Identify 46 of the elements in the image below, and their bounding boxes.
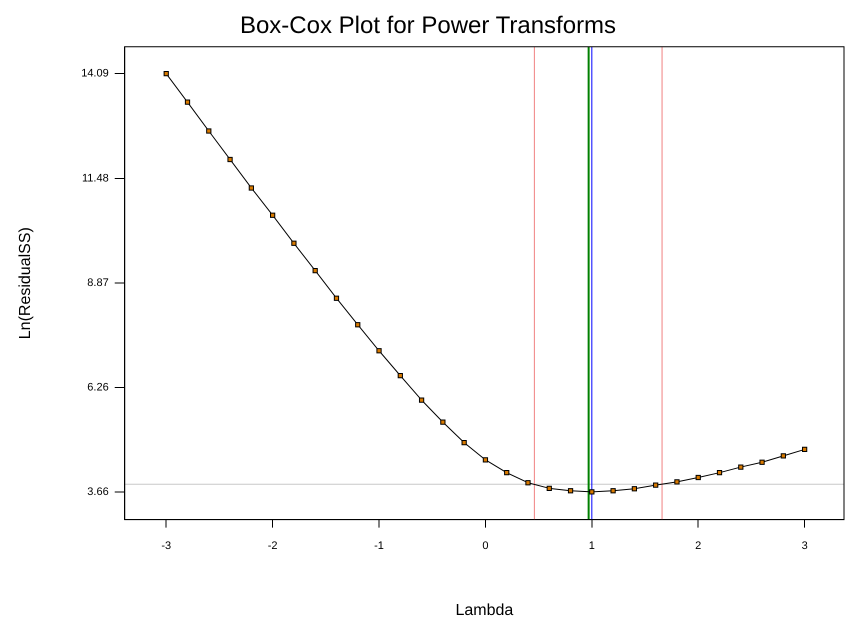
point [589, 489, 594, 495]
point [227, 156, 233, 162]
point [780, 453, 786, 458]
point [270, 212, 276, 218]
point [440, 420, 446, 425]
y-tick-label: 14.09 [81, 68, 109, 80]
point [312, 268, 318, 274]
point [462, 440, 467, 446]
point [802, 446, 808, 452]
point [184, 100, 190, 105]
point [525, 480, 531, 486]
chart-title: Box-Cox Plot for Power Transforms [240, 12, 616, 40]
y-axis-title: Ln(ResidualSS) [17, 227, 34, 340]
point [716, 470, 722, 476]
point [504, 470, 510, 476]
y-tick-label: 8.87 [87, 277, 109, 290]
point [696, 474, 701, 480]
x-tick-label: 2 [695, 540, 702, 552]
point [418, 397, 424, 403]
x-tick-label: -2 [268, 540, 278, 552]
point [164, 71, 169, 76]
y-tick-label: 6.26 [87, 382, 109, 394]
point [206, 128, 212, 134]
point [355, 322, 360, 328]
y-tick-label: 3.66 [87, 486, 109, 498]
point [568, 488, 574, 494]
point [546, 486, 552, 491]
point [376, 348, 382, 354]
x-tick-label: 0 [482, 540, 488, 552]
point [398, 373, 403, 378]
x-tick-label: -1 [374, 540, 384, 552]
x-tick-label: 1 [588, 540, 595, 552]
point [248, 185, 254, 191]
x-tick-label: -3 [161, 540, 172, 552]
point [653, 482, 658, 488]
point [632, 486, 638, 492]
y-tick-label: 11.48 [82, 172, 109, 184]
point [674, 479, 680, 485]
point [482, 457, 488, 462]
point [610, 488, 616, 494]
point [334, 296, 340, 301]
x-axis-title: Lambda [455, 602, 514, 619]
point [738, 464, 744, 470]
x-tick-label: 3 [802, 540, 808, 552]
point [759, 460, 765, 465]
point [291, 240, 297, 246]
